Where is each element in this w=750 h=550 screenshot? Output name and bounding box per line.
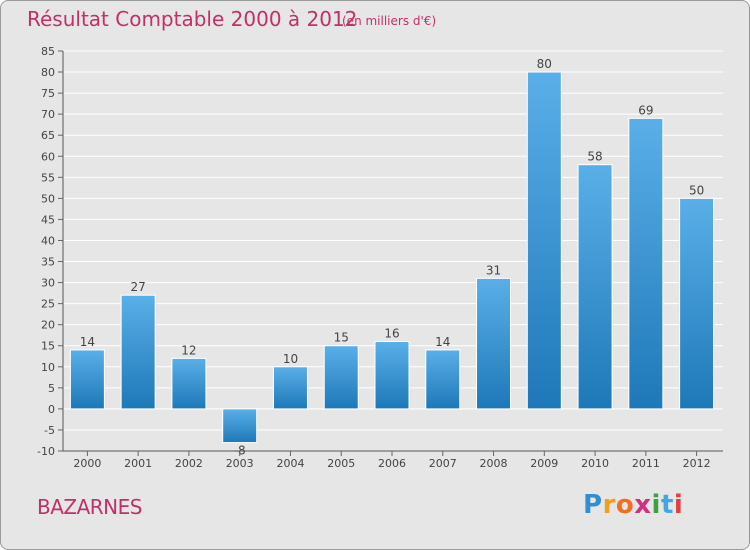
y-tick-label: 30 [41, 277, 55, 290]
bar [120, 294, 156, 410]
x-tick-label: 2003 [226, 457, 254, 470]
y-tick-label: 85 [41, 45, 55, 58]
y-tick-label: 5 [48, 382, 55, 395]
y-tick-label: 60 [41, 150, 55, 163]
x-tick-label: 2002 [175, 457, 203, 470]
bar [526, 71, 562, 410]
y-tick-label: -5 [44, 424, 55, 437]
bar [69, 349, 105, 410]
bar [171, 357, 207, 410]
y-tick-label: 20 [41, 319, 55, 332]
chart-title: Résultat Comptable 2000 à 2012 [27, 7, 358, 31]
logo-letter: x [634, 490, 652, 520]
value-label: -8 [234, 444, 246, 458]
x-tick-label: 2007 [429, 457, 457, 470]
value-label: 10 [283, 352, 298, 366]
x-tick-label: 2009 [530, 457, 558, 470]
y-tick-label: 75 [41, 87, 55, 100]
x-tick-label: 2010 [581, 457, 609, 470]
logo-letter: i [651, 490, 661, 520]
bar [374, 341, 410, 410]
value-label: 80 [537, 57, 552, 71]
x-tick-label: 2004 [276, 457, 304, 470]
commune-name: BAZARNES [37, 495, 142, 519]
value-label: 31 [486, 263, 501, 277]
y-tick-label: 50 [41, 192, 55, 205]
logo-letter: t [660, 490, 674, 520]
y-tick-label: 70 [41, 108, 55, 121]
value-label: 50 [689, 183, 704, 197]
y-tick-label: 15 [41, 340, 55, 353]
bar [323, 345, 359, 410]
x-tick-label: 2012 [683, 457, 711, 470]
bar [679, 197, 715, 410]
y-tick-label: 10 [41, 361, 55, 374]
y-tick-label: 35 [41, 256, 55, 269]
value-label: 69 [638, 103, 653, 117]
x-tick-label: 2006 [378, 457, 406, 470]
bar [476, 277, 512, 410]
y-tick-label: 65 [41, 129, 55, 142]
x-tick-label: 2011 [632, 457, 660, 470]
x-tick-label: 2008 [480, 457, 508, 470]
logo-letter: i [673, 490, 684, 520]
y-tick-label: 0 [48, 403, 55, 416]
y-tick-label: 40 [41, 234, 55, 247]
bar [272, 366, 308, 410]
bar [577, 164, 613, 410]
value-label: 58 [587, 150, 602, 164]
y-tick-label: 25 [41, 298, 55, 311]
value-label: 14 [435, 335, 450, 349]
y-tick-label: 45 [41, 213, 55, 226]
logo-letter: o [615, 490, 635, 520]
value-label: 27 [131, 280, 146, 294]
logo-letter: P [583, 490, 603, 520]
y-tick-label: -10 [37, 445, 55, 458]
x-tick-label: 2001 [124, 457, 152, 470]
logo-letter: r [602, 490, 616, 520]
bar [222, 408, 258, 444]
bar [425, 349, 461, 410]
value-label: 15 [334, 331, 349, 345]
x-tick-label: 2005 [327, 457, 355, 470]
value-label: 14 [80, 335, 95, 349]
value-label: 12 [181, 343, 196, 357]
bar [628, 117, 664, 410]
chart-subtitle: (en milliers d'€) [342, 14, 437, 28]
proxiti-logo: Proxiti [583, 490, 683, 520]
y-tick-label: 80 [41, 66, 55, 79]
value-label: 16 [384, 327, 399, 341]
y-tick-label: 55 [41, 171, 55, 184]
x-tick-label: 2000 [73, 457, 101, 470]
